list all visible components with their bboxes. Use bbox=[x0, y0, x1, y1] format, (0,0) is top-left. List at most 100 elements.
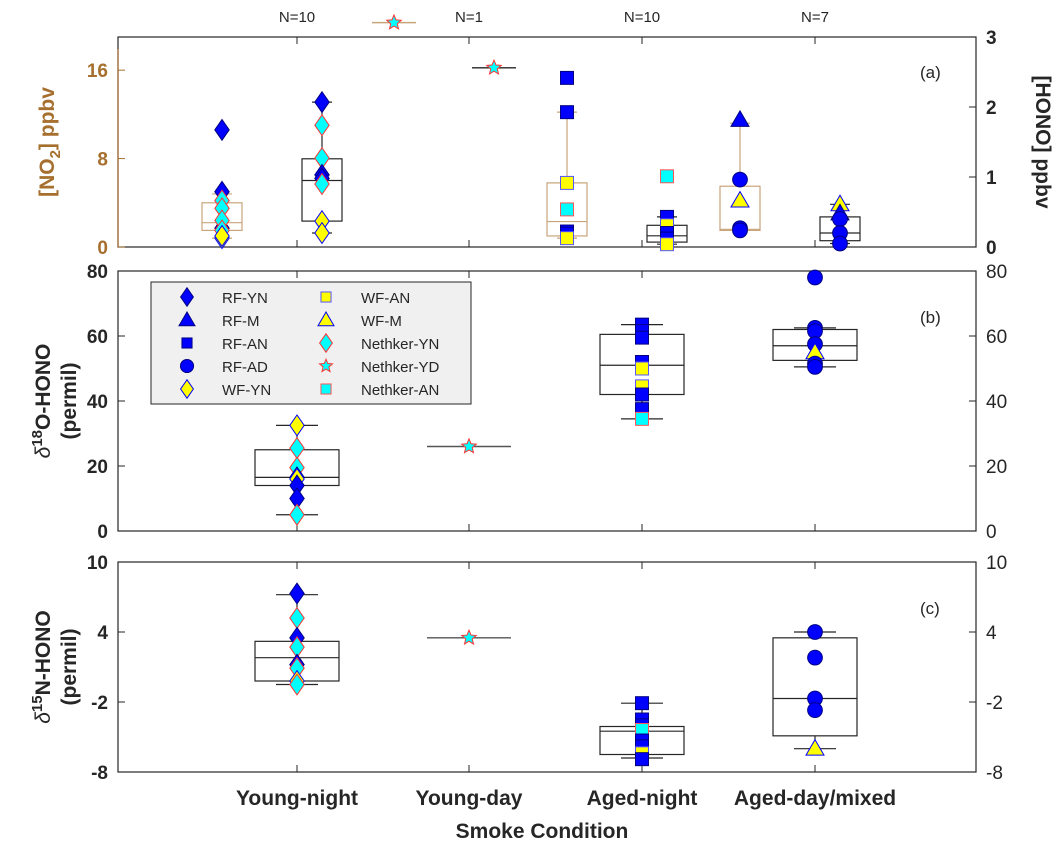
axis-text: 0 8 16 0 1 2 3 [NO2] ppbv [HONO] ppbv N=10 N=1 N=10… bbox=[29, 9, 1054, 843]
point-nethker-yd bbox=[460, 437, 478, 454]
legend-marker-wf-yn bbox=[179, 378, 195, 400]
point-nethker-yn bbox=[314, 113, 330, 137]
y-tick-label-right: 60 bbox=[986, 327, 1007, 348]
legend-marker-rf-m bbox=[178, 311, 196, 327]
point-nethker-yn bbox=[314, 172, 330, 196]
point-rf-yn bbox=[214, 118, 230, 142]
y-axis-title-right: [HONO] ppbv bbox=[1031, 76, 1054, 209]
legend-marker-rf-an bbox=[181, 337, 193, 349]
legend-label: RF-AD bbox=[222, 359, 268, 376]
point-rf-ad bbox=[807, 624, 823, 640]
point-rf-ad bbox=[832, 211, 848, 227]
y-tick-label-right: 10 bbox=[986, 553, 1007, 574]
point-rf-m bbox=[730, 109, 750, 127]
panel-c-frame bbox=[117, 561, 977, 773]
point-rf-ad bbox=[807, 269, 823, 286]
point-nethker-yn bbox=[289, 503, 305, 526]
point-wf-m bbox=[730, 190, 750, 208]
legend: RF-YN RF-M RF-AN RF-AD WF-YN WF-AN WF-M Nethker… bbox=[150, 281, 472, 405]
point-rf-an bbox=[635, 752, 649, 767]
legend-label: Nethker-YN bbox=[361, 336, 439, 353]
legend-label: Nethker-YD bbox=[361, 359, 440, 376]
y-tick-label-left: 0 bbox=[97, 522, 108, 543]
y-tick-label-right: 0 bbox=[986, 522, 997, 543]
y-tick-label-right: 0 bbox=[986, 238, 997, 259]
legend-label: RF-M bbox=[222, 313, 260, 330]
panel-label-b: (b) bbox=[920, 308, 941, 327]
point-wf-yn bbox=[314, 221, 330, 245]
count-label: N=10 bbox=[624, 9, 660, 26]
y-tick-label-left: -2 bbox=[91, 693, 108, 714]
y-axis-title-left-units: (permil) bbox=[58, 628, 81, 705]
x-axis-title: Smoke Condition bbox=[456, 820, 629, 843]
point-nethker-an bbox=[635, 411, 649, 426]
point-rf-ad bbox=[732, 171, 748, 188]
y-tick-label-left: 4 bbox=[97, 623, 108, 644]
legend-box bbox=[150, 281, 472, 405]
y-tick-label-right: 20 bbox=[986, 457, 1007, 478]
y-tick-label-left: 10 bbox=[87, 553, 108, 574]
y-tick-label-right: 2 bbox=[986, 98, 997, 119]
point-rf-an bbox=[560, 70, 574, 85]
point-rf-ad bbox=[832, 235, 848, 252]
x-tick-label: Aged-night bbox=[587, 787, 698, 810]
y-tick-label-left: 8 bbox=[97, 150, 108, 171]
legend-marker-nethker-an bbox=[320, 383, 332, 395]
legend-label: WF-AN bbox=[361, 290, 410, 307]
legend-label: WF-YN bbox=[222, 382, 271, 399]
y-tick-label-right: 80 bbox=[986, 262, 1007, 283]
point-nethker-yd bbox=[485, 58, 503, 76]
point-rf-an bbox=[635, 387, 649, 402]
y-tick-label-left: 20 bbox=[87, 457, 108, 478]
point-nethker-yd bbox=[385, 13, 403, 30]
point-rf-yn bbox=[289, 582, 305, 605]
point-wf-an bbox=[635, 361, 649, 376]
point-nethker-yn bbox=[289, 673, 305, 696]
y-tick-label-left: -8 bbox=[91, 763, 108, 784]
y-tick-label-right: 4 bbox=[986, 623, 997, 644]
legend-label: Nethker-AN bbox=[361, 382, 439, 399]
point-rf-yn bbox=[314, 90, 330, 114]
point-rf-ad bbox=[807, 702, 823, 719]
y-tick-label-right: 40 bbox=[986, 392, 1007, 413]
point-nethker-an bbox=[560, 202, 574, 217]
legend-marker-nethker-yn bbox=[318, 332, 334, 354]
point-wf-yn bbox=[289, 414, 305, 437]
y-tick-label-left: 80 bbox=[87, 262, 108, 283]
point-nethker-an bbox=[660, 169, 674, 184]
point-wf-an bbox=[560, 231, 574, 246]
panel-label-c: (c) bbox=[920, 599, 940, 618]
x-tick-label: Aged-day/mixed bbox=[734, 787, 896, 810]
y-tick-label-right: 1 bbox=[986, 168, 997, 189]
y-axis-title-left: δ15N-HONO bbox=[29, 610, 55, 724]
point-nethker-yd bbox=[460, 628, 478, 646]
point-wf-an bbox=[660, 237, 674, 252]
y-axis-title-left: δ18O-HONO bbox=[29, 344, 55, 459]
y-axis-title-left: [NO2] ppbv bbox=[36, 87, 64, 197]
count-label: N=10 bbox=[279, 9, 315, 26]
x-tick-label: Young-day bbox=[416, 787, 523, 810]
legend-marker-nethker-yd bbox=[318, 357, 334, 373]
legend-label: RF-YN bbox=[222, 290, 268, 307]
legend-marker-wf-m bbox=[317, 311, 335, 327]
y-tick-label-right: -2 bbox=[986, 693, 1003, 714]
point-rf-ad bbox=[807, 649, 823, 666]
panel-label-a: (a) bbox=[920, 63, 941, 82]
point-rf-ad bbox=[807, 358, 823, 375]
count-label: N=1 bbox=[455, 9, 483, 26]
y-axis-title-left-units: (permil) bbox=[58, 362, 81, 439]
data-points bbox=[214, 13, 850, 767]
count-label: N=7 bbox=[801, 9, 829, 26]
point-nethker-yn bbox=[289, 606, 305, 630]
point-wf-an bbox=[560, 175, 574, 190]
x-tick-label: Young-night bbox=[236, 787, 358, 810]
point-wf-m bbox=[805, 738, 825, 756]
legend-marker-wf-an bbox=[320, 291, 332, 303]
y-tick-label-right: -8 bbox=[986, 763, 1003, 784]
legend-label: RF-AN bbox=[222, 336, 268, 353]
y-tick-label-left: 16 bbox=[87, 61, 108, 82]
point-nethker-yn bbox=[289, 436, 305, 460]
legend-label: WF-M bbox=[361, 313, 402, 330]
y-tick-label-left: 40 bbox=[87, 392, 108, 413]
point-rf-an bbox=[635, 330, 649, 345]
